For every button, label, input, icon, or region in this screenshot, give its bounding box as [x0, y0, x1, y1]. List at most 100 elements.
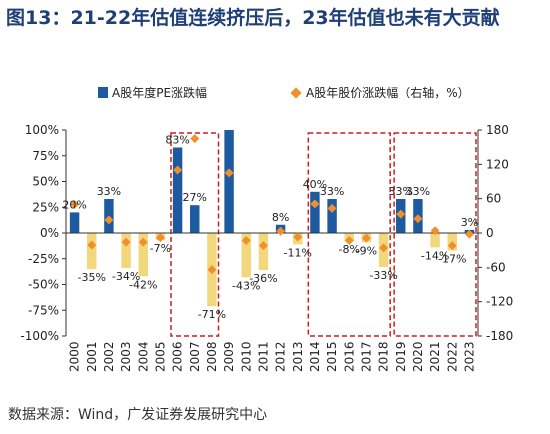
- x-tick-label: 2000: [68, 341, 82, 372]
- pe-bar: [224, 130, 234, 233]
- price-marker: [413, 214, 423, 224]
- x-tick-label: 2009: [222, 341, 236, 372]
- x-tick-label: 2008: [205, 341, 219, 372]
- pe-data-label: -7%: [150, 242, 171, 255]
- price-marker: [379, 243, 389, 253]
- x-tick-label: 2017: [359, 341, 373, 372]
- pe-bar: [430, 233, 440, 248]
- x-tick-label: 2018: [377, 341, 391, 372]
- highlight-box: [393, 132, 477, 337]
- x-tick-label: 2022: [445, 341, 459, 372]
- pe-data-label: 33%: [320, 185, 344, 198]
- y-right-tick-label: 120: [486, 157, 509, 171]
- price-marker: [121, 237, 131, 247]
- price-marker: [70, 199, 80, 209]
- y-left-tick-label: 100%: [25, 123, 59, 137]
- y-left-tick-label: 0%: [40, 226, 59, 240]
- pe-data-label: -8%: [339, 243, 360, 256]
- y-right-tick-label: -120: [486, 295, 513, 309]
- pe-bar: [327, 199, 337, 233]
- x-tick-label: 2011: [256, 341, 270, 372]
- price-marker: [241, 235, 251, 245]
- pe-bar: [138, 233, 148, 277]
- pe-data-label: -36%: [249, 272, 277, 285]
- price-marker: [447, 241, 457, 251]
- price-marker: [104, 215, 114, 225]
- pe-data-label: 33%: [389, 185, 413, 198]
- x-tick-label: 2013: [291, 341, 305, 372]
- price-marker: [224, 168, 234, 178]
- pe-data-label: 20%: [62, 198, 86, 211]
- y-right-tick-label: -60: [486, 260, 506, 274]
- chart-title: 图13：21-22年估值连续挤压后，23年估值也未有大贡献: [6, 7, 500, 29]
- legend-bar-swatch: [98, 87, 108, 98]
- pe-data-label: 3%: [461, 216, 478, 229]
- x-tick-label: 2002: [102, 341, 116, 372]
- y-left-tick-label: -75%: [28, 303, 59, 317]
- y-right-tick-label: -180: [486, 329, 513, 343]
- x-tick-label: 2006: [171, 341, 185, 372]
- pe-bar: [121, 233, 131, 269]
- legend-label-price: A股年股价涨跌幅（右轴，%）: [306, 86, 470, 100]
- pe-bar: [190, 205, 200, 233]
- price-marker: [173, 165, 183, 175]
- x-tick-label: 2016: [342, 341, 356, 372]
- y-left-tick-label: -100%: [20, 329, 59, 343]
- pe-bar: [310, 191, 320, 233]
- x-tick-label: 2007: [188, 341, 202, 372]
- pe-data-label: 83%: [165, 134, 189, 147]
- y-left-tick-label: 25%: [32, 200, 59, 214]
- price-marker: [258, 241, 268, 251]
- pe-data-label: -11%: [284, 246, 312, 259]
- price-marker: [464, 229, 474, 239]
- x-tick-label: 2005: [153, 341, 167, 372]
- x-tick-label: 2014: [308, 341, 322, 372]
- highlight-box: [170, 132, 220, 337]
- pe-data-label: -34%: [112, 270, 140, 283]
- legend-label-pe: A股年度PE涨跌幅: [112, 86, 208, 100]
- y-right-tick-label: 0: [486, 226, 494, 240]
- pe-data-label: -17%: [438, 253, 466, 266]
- price-marker: [293, 232, 303, 242]
- price-marker: [327, 203, 337, 213]
- price-marker: [207, 265, 217, 275]
- pe-data-label: -9%: [356, 244, 377, 257]
- price-marker: [396, 209, 406, 219]
- pe-bar: [172, 147, 183, 233]
- pe-bar: [258, 233, 269, 271]
- price-marker: [155, 233, 165, 243]
- pe-data-label: -42%: [129, 278, 157, 291]
- pe-data-label: 8%: [272, 211, 289, 224]
- y-right-tick-label: 180: [486, 123, 509, 137]
- highlight-box: [307, 132, 391, 337]
- legend: A股年度PE涨跌幅 A股年股价涨跌幅（右轴，%）: [0, 84, 550, 104]
- pe-data-label: 27%: [183, 191, 207, 204]
- x-tick-label: 2021: [428, 341, 442, 372]
- y-right-tick-label: 60: [486, 192, 501, 206]
- x-tick-label: 2003: [119, 341, 133, 372]
- x-tick-label: 2012: [274, 341, 288, 372]
- pe-data-label: -35%: [78, 271, 106, 284]
- x-tick-label: 2019: [394, 341, 408, 372]
- pe-data-label: 40%: [303, 178, 327, 191]
- price-marker: [276, 226, 286, 236]
- y-left-tick-label: 75%: [32, 149, 59, 163]
- x-tick-label: 2023: [462, 341, 476, 372]
- price-marker: [430, 226, 440, 236]
- price-marker: [344, 235, 354, 245]
- pe-data-label: -71%: [198, 308, 226, 321]
- price-marker: [138, 237, 148, 247]
- legend-item-pe: A股年度PE涨跌幅: [98, 84, 207, 101]
- source-note: 数据来源：Wind，广发证券发展研究中心: [8, 407, 268, 423]
- pe-data-label: -43%: [232, 279, 260, 292]
- y-left-tick-label: -25%: [28, 252, 59, 266]
- pe-data-label: 33%: [97, 185, 121, 198]
- x-tick-label: 2004: [136, 341, 150, 372]
- pe-bar: [69, 212, 80, 233]
- pe-data-label: -33%: [369, 269, 397, 282]
- x-tick-label: 2020: [411, 341, 425, 372]
- pe-bar: [87, 233, 97, 270]
- pe-bar: [241, 233, 251, 278]
- pe-data-label: 33%: [406, 185, 430, 198]
